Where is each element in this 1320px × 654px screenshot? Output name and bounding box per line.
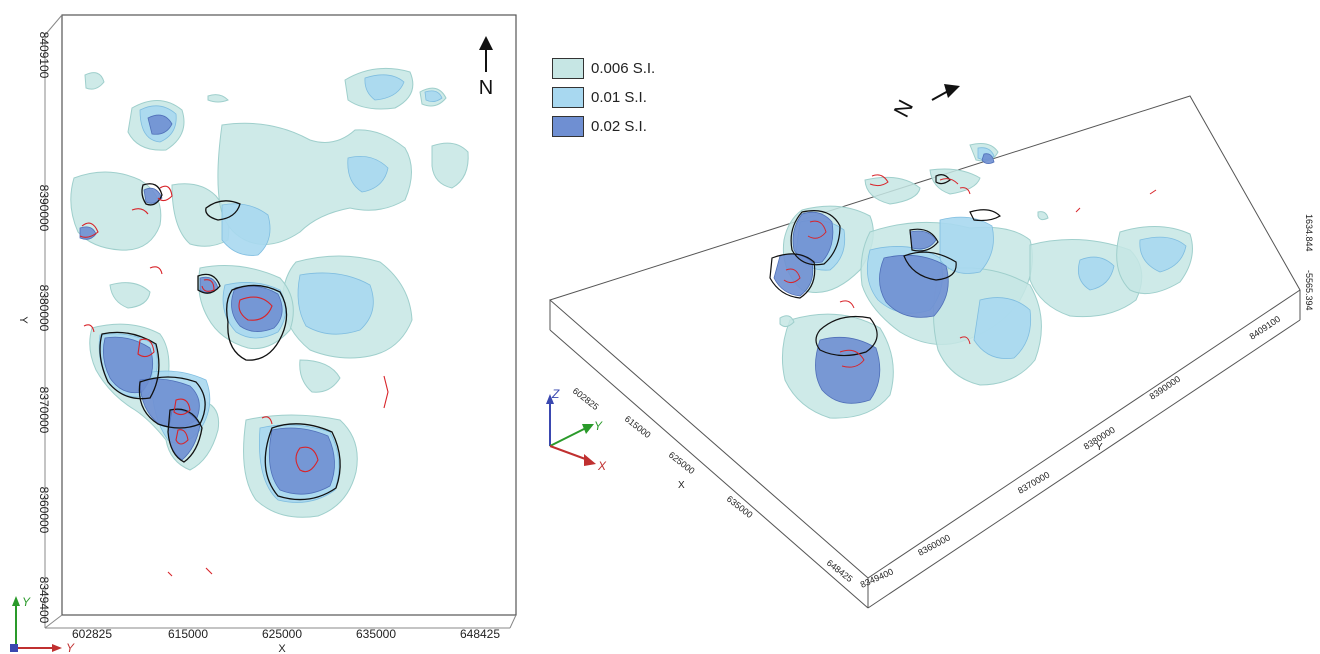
triad-x-label-3d: X [597, 459, 607, 473]
triad-z-arrow-3d [546, 394, 554, 404]
y-axis-label: Y [17, 316, 29, 324]
y-tick-label-3d: 8409100 [1248, 314, 1283, 342]
triad-y-arrow [12, 596, 20, 606]
y-tick-label-3d: 8370000 [1016, 470, 1051, 496]
x-tick-label: 615000 [168, 627, 208, 641]
legend-label: 0.02 S.I. [591, 117, 647, 135]
y-tick-label-3d: 8349400 [859, 566, 895, 589]
bounding-box [549, 95, 1301, 609]
legend-item: 0.01 S.I. [552, 84, 655, 110]
red-outline-contours [79, 185, 389, 577]
legend-item: 0.006 S.I. [552, 55, 655, 81]
triad-y-label: Y [22, 595, 31, 609]
triad-x-label: Y [66, 641, 75, 654]
north-arrow-head [479, 36, 493, 50]
y-tick-label: 8370000 [37, 387, 51, 434]
x-tick-label-3d: 615000 [623, 414, 653, 440]
y-tick-label: 8360000 [37, 487, 51, 534]
black-outline-contours-3d [769, 174, 1001, 357]
red-outline-contours-3d [783, 174, 1157, 368]
y-tick-label: 8409100 [37, 32, 51, 79]
perspective-north-arrow-head [944, 84, 960, 98]
legend-label: 0.006 S.I. [591, 59, 656, 77]
x-axis-label-3d: X [678, 480, 685, 491]
x-tick-label: 602825 [72, 627, 112, 641]
north-label: N [479, 77, 493, 99]
y-tick-label: 8380000 [37, 285, 51, 332]
legend-item: 0.02 S.I. [552, 113, 655, 139]
x-tick-label-3d: 602825 [571, 386, 601, 412]
y-axis-label-3d: Y [1096, 442, 1103, 453]
x-tick-label: 625000 [262, 627, 302, 641]
plan-view-frame [61, 14, 517, 616]
triad-z-marker [10, 644, 18, 652]
y-tick-label-3d: 8360000 [916, 532, 952, 557]
y-tick-label: 8349400 [37, 577, 51, 624]
legend-label: 0.01 S.I. [591, 88, 647, 106]
black-outline-contours [99, 183, 341, 501]
y-tick-label: 8390000 [37, 185, 51, 232]
legend-swatch [552, 57, 584, 79]
triad-y-axis-3d [549, 427, 587, 447]
legend-swatch [552, 86, 584, 108]
x-tick-label: 648425 [460, 627, 500, 641]
plan-view-frame-edge [44, 14, 63, 36]
x-tick-label: 635000 [356, 627, 396, 641]
triad-x-axis-3d [549, 445, 589, 461]
plan-view-frame-edge [44, 614, 63, 629]
x-tick-label-3d: 635000 [725, 494, 755, 520]
plan-view-frame-edge [509, 614, 517, 629]
triad-x-arrow-3d [584, 454, 596, 466]
triad-y-arrow-3d [582, 424, 594, 434]
x-axis-label: X [278, 643, 286, 654]
legend-swatch [552, 115, 584, 137]
legend: 0.006 S.I. 0.01 S.I. 0.02 S.I. [552, 55, 655, 142]
x-tick-label-3d: 648425 [825, 558, 855, 584]
perspective-north-label: N [889, 96, 919, 122]
triad-x-arrow [52, 644, 62, 652]
perspective-view: N [546, 84, 1314, 609]
z-tick-label-3d: -5565.394 [1304, 270, 1314, 311]
z-tick-label-3d: 1634.844 [1304, 214, 1314, 252]
plan-view: N [10, 14, 517, 654]
triad-z-label-3d: Z [551, 387, 560, 401]
triad-y-label-3d: Y [594, 419, 603, 433]
susceptibility-layer-002 [79, 114, 335, 495]
